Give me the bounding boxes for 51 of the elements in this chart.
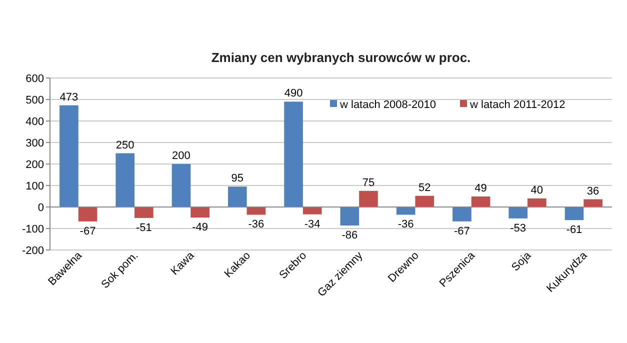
data-label: 75 [362, 176, 375, 189]
chart-title: Zmiany cen wybranych surowców w proc. [211, 50, 471, 65]
bar [284, 102, 303, 207]
legend-label: w latach 2011-2012 [469, 99, 566, 111]
bar [78, 207, 98, 222]
bar [508, 207, 528, 218]
data-label: -34 [304, 218, 320, 230]
bar [471, 196, 490, 207]
y-tick-label: 200 [26, 159, 44, 171]
bar [340, 207, 360, 226]
data-label: 40 [530, 184, 544, 196]
legend-label: w latach 2008-2010 [339, 99, 436, 111]
data-label: -49 [192, 222, 208, 234]
data-label: 52 [418, 182, 431, 194]
data-label: 36 [586, 185, 600, 198]
data-label: 473 [60, 91, 78, 104]
bar [228, 186, 247, 207]
data-label: -36 [398, 218, 414, 231]
bar [528, 198, 546, 207]
y-tick-label: 0 [38, 202, 44, 214]
data-label: 490 [284, 88, 303, 100]
data-label: 250 [116, 139, 134, 152]
data-label: -61 [566, 224, 582, 236]
data-label: 200 [172, 150, 190, 162]
bar [584, 199, 602, 207]
y-tick-label: 500 [26, 94, 44, 106]
bar [302, 207, 322, 214]
y-tick-label: 400 [26, 116, 44, 128]
y-tick-label: 600 [26, 73, 44, 85]
y-tick-label: 100 [26, 180, 44, 192]
data-label: -67 [80, 225, 96, 238]
data-label: -67 [454, 225, 470, 238]
data-label: -53 [510, 222, 526, 234]
data-label: -86 [342, 229, 358, 242]
y-tick-label: -200 [22, 245, 44, 257]
bar [172, 164, 191, 207]
data-label: 49 [474, 182, 487, 194]
y-tick-label: 300 [26, 138, 44, 150]
bar [134, 207, 154, 218]
data-label: 95 [231, 172, 244, 185]
bar [359, 190, 378, 207]
y-tick-label: -100 [22, 224, 44, 236]
bar [116, 153, 134, 207]
bar [60, 105, 78, 207]
bar [452, 207, 472, 222]
x-tick-label: Soja [510, 249, 534, 274]
bar [564, 207, 584, 220]
data-label: -36 [248, 218, 264, 231]
bar [415, 196, 434, 207]
bar [190, 207, 210, 218]
data-label: -51 [136, 222, 152, 234]
